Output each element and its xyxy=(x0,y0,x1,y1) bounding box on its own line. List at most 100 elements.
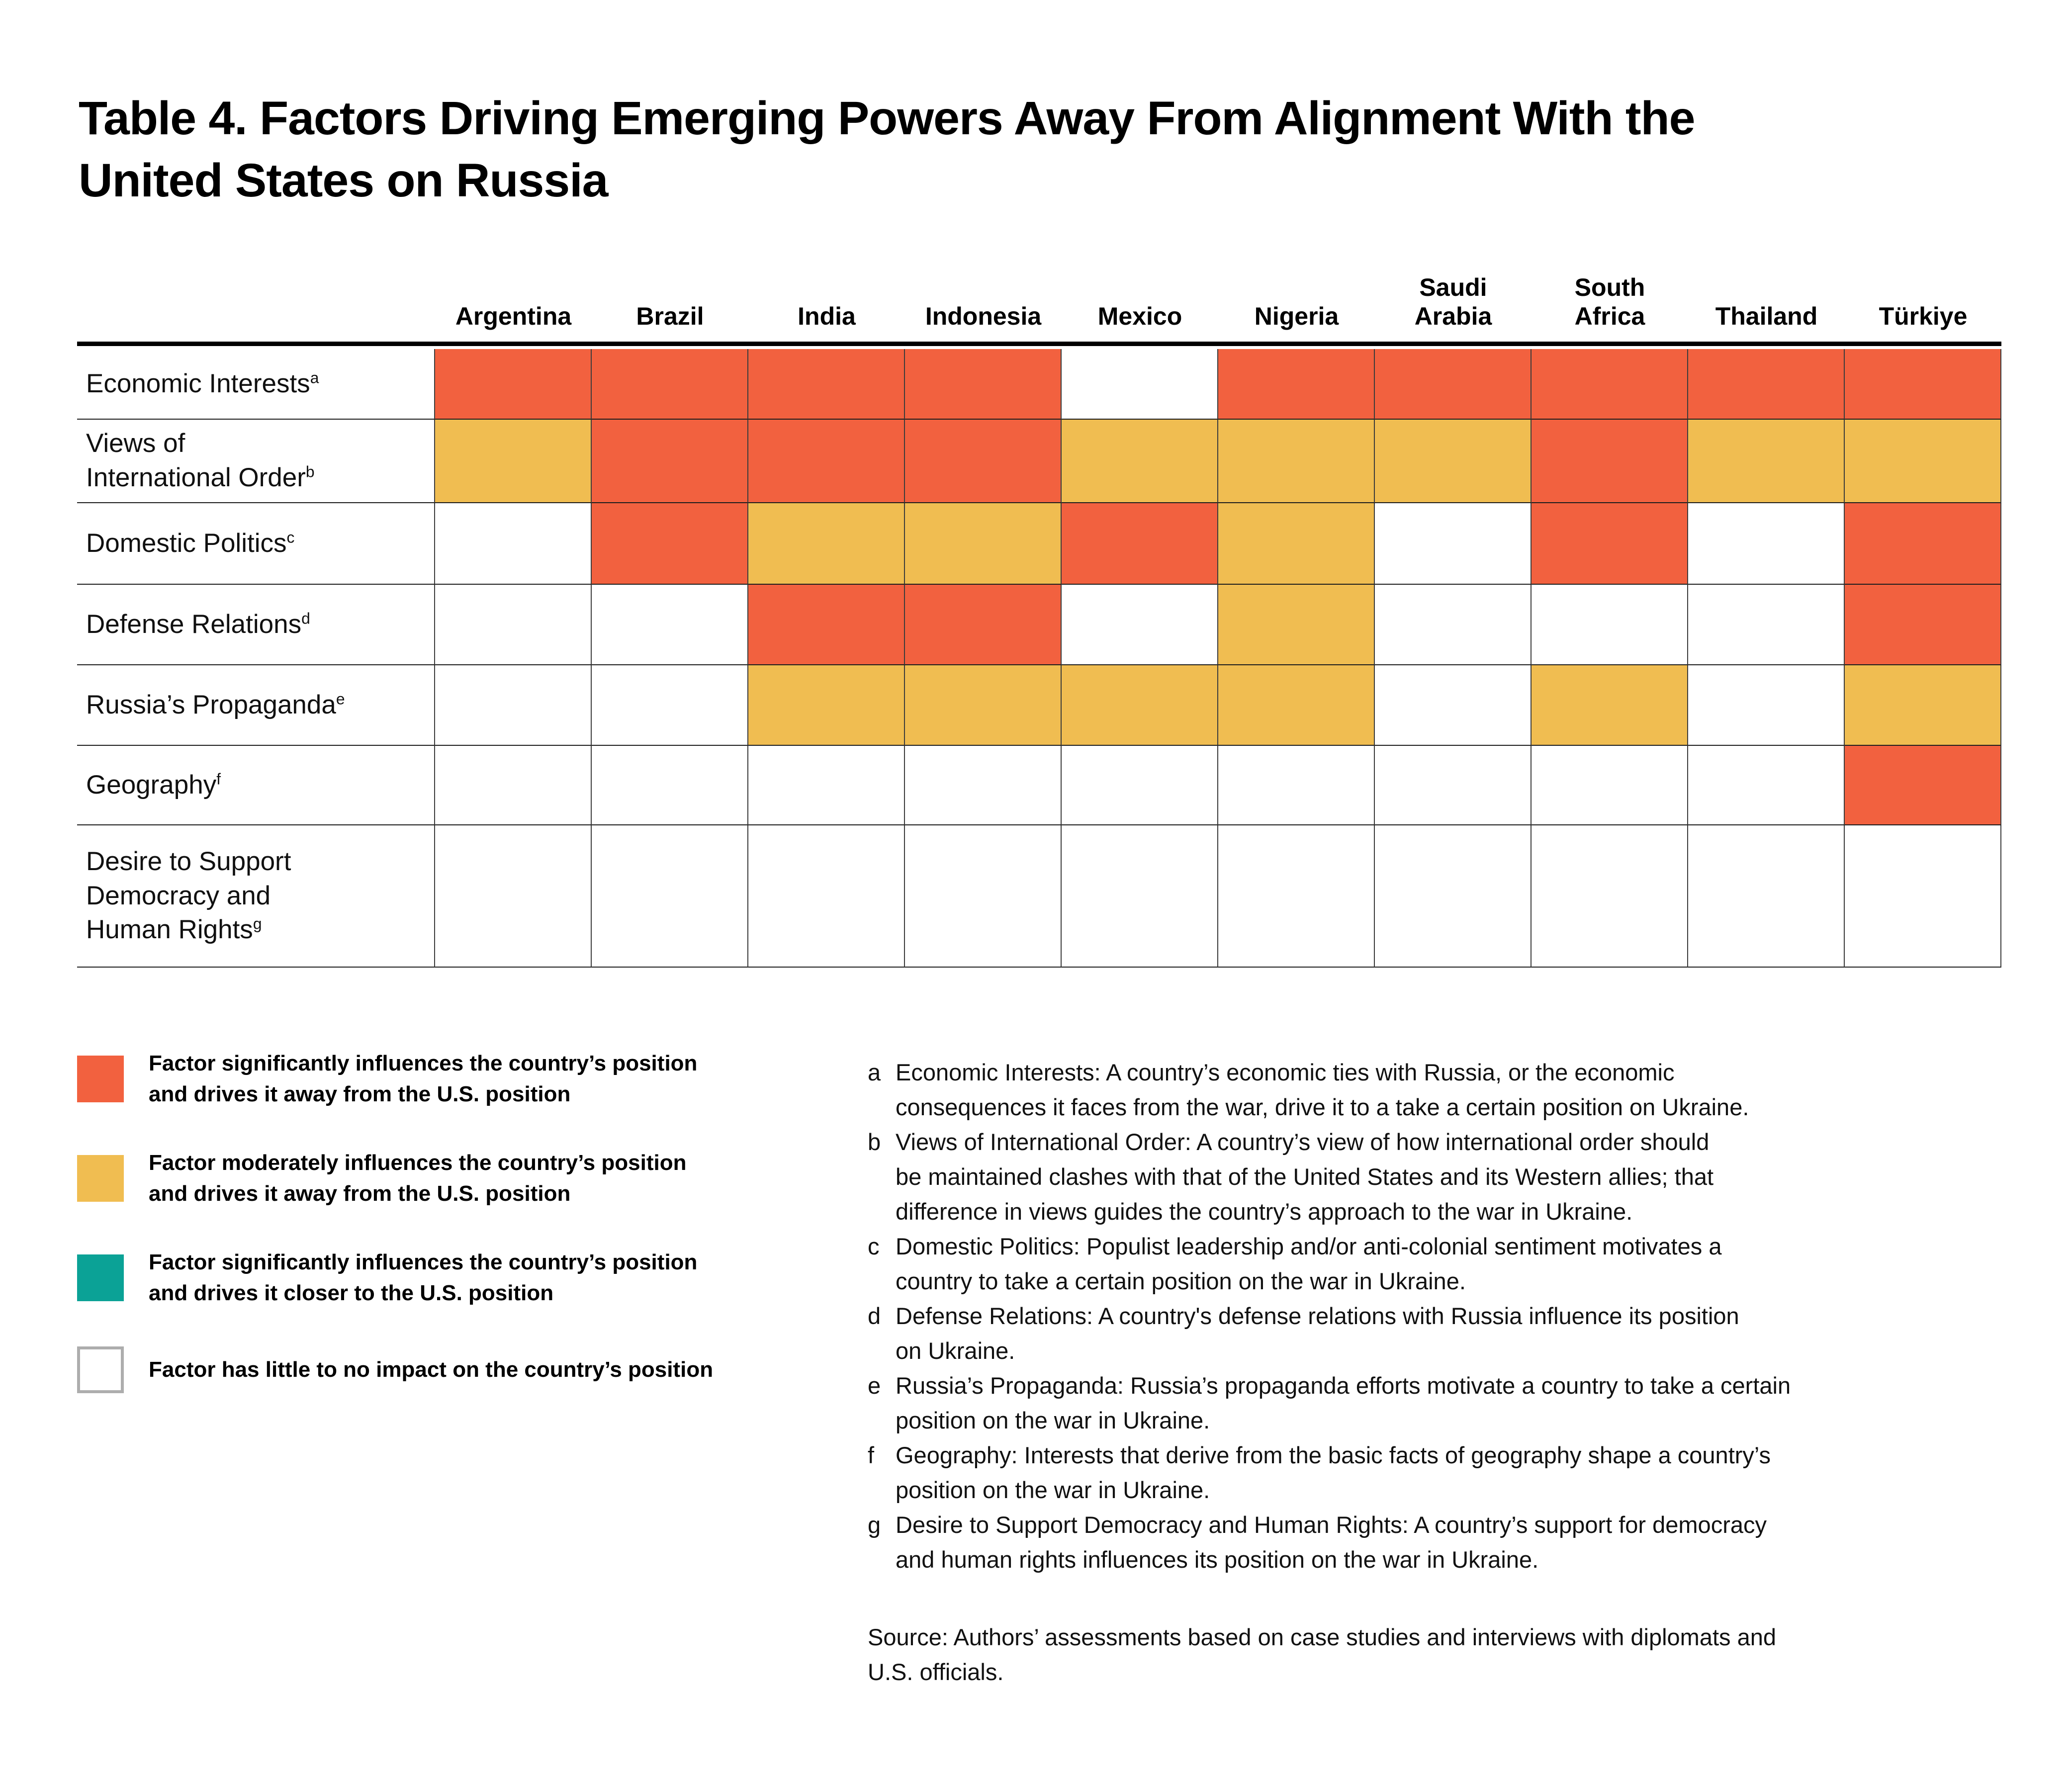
footnote-ref: b xyxy=(305,462,315,481)
factor-label-text: Russia’s Propagandae xyxy=(86,689,345,719)
source-note: Source: Authors’ assessments based on ca… xyxy=(868,1624,1777,1685)
legend-label: Factor significantly influences the coun… xyxy=(149,1249,698,1306)
table-header-row: Argentina Brazil India Indonesia Mexico Niger… xyxy=(77,251,2001,346)
footnote-text: Domestic Politics: Populist leadership a… xyxy=(896,1233,1722,1294)
footnote-text: Defense Relations: A country's defense r… xyxy=(896,1303,1739,1364)
column-header-brazil: Brazil xyxy=(636,302,704,330)
factor-label-text: Views of International Orderb xyxy=(86,429,315,492)
footnote-marker: c xyxy=(868,1233,880,1259)
matrix-cell xyxy=(1688,503,1845,585)
matrix-cell xyxy=(905,503,1062,585)
matrix-cell xyxy=(1375,585,1531,665)
matrix-cell xyxy=(1688,665,1845,746)
matrix-cell xyxy=(1688,746,1845,825)
matrix-cell xyxy=(748,825,905,968)
matrix-cell xyxy=(1531,349,1688,420)
column-header-indonesia: Indonesia xyxy=(925,302,1042,330)
matrix-cell xyxy=(1531,665,1688,746)
matrix-cell xyxy=(1845,746,2001,825)
column-header-india: India xyxy=(798,302,856,330)
matrix-cell xyxy=(435,420,592,503)
factor-label-text: Defense Relationsd xyxy=(86,609,310,639)
footnote-item-b: b Views of International Order: A country… xyxy=(868,1125,2011,1229)
footnote-ref: d xyxy=(301,609,310,627)
legend-label: Factor has little to no impact on the co… xyxy=(149,1357,714,1382)
matrix-cell xyxy=(1531,585,1688,665)
footnote-item-f: f Geography: Interests that derive from t… xyxy=(868,1438,2011,1508)
footnote-text: Russia’s Propaganda: Russia’s propaganda… xyxy=(896,1372,1791,1433)
matrix-cell xyxy=(1375,349,1531,420)
matrix-cell xyxy=(905,349,1062,420)
matrix-cell xyxy=(592,665,748,746)
matrix-cell xyxy=(905,585,1062,665)
footnote-list: a Economic Interests: A country’s economi… xyxy=(868,1055,2011,1577)
factor-label-text: Geographyf xyxy=(86,769,221,800)
matrix-cell xyxy=(1531,503,1688,585)
matrix-cell xyxy=(1375,825,1531,968)
column-header-mexico: Mexico xyxy=(1097,302,1182,330)
legend-item-significant-away: Factor significantly influences the coun… xyxy=(77,1048,838,1110)
factor-label-text: Domestic Politicsc xyxy=(86,528,295,558)
factor-row-label: Russia’s Propagandae xyxy=(77,665,435,746)
column-header-saudi-arabia: Saudi Arabia xyxy=(1414,273,1492,330)
table-body: Economic Interestsa Views of Internationa… xyxy=(77,349,2001,968)
matrix-cell xyxy=(1375,420,1531,503)
footnote-ref: a xyxy=(310,368,319,386)
matrix-cell xyxy=(435,746,592,825)
matrix-cell xyxy=(592,585,748,665)
matrix-cell xyxy=(1218,349,1375,420)
matrix-cell xyxy=(1375,665,1531,746)
factor-label-text: Economic Interestsa xyxy=(86,368,319,398)
matrix-cell xyxy=(1218,746,1375,825)
matrix-cell xyxy=(1062,420,1218,503)
matrix-cell xyxy=(1688,349,1845,420)
footnote-marker: g xyxy=(868,1512,881,1538)
footnote-marker: e xyxy=(868,1372,881,1399)
legend-label: Factor moderately influences the country… xyxy=(149,1150,687,1206)
factor-row-label: Domestic Politicsc xyxy=(77,503,435,585)
column-header-türkiye: Türkiye xyxy=(1879,302,1968,330)
footnote-ref: f xyxy=(216,769,221,788)
footnote-ref: c xyxy=(286,528,295,546)
matrix-cell xyxy=(1062,746,1218,825)
matrix-cell xyxy=(1062,585,1218,665)
legend: Factor significantly influences the coun… xyxy=(77,1048,838,1430)
matrix-cell xyxy=(435,503,592,585)
footnotes: a Economic Interests: A country’s economi… xyxy=(868,1055,2011,1690)
matrix-cell xyxy=(1688,585,1845,665)
matrix-cell xyxy=(592,825,748,968)
matrix-cell xyxy=(1688,420,1845,503)
footnote-text: Desire to Support Democracy and Human Ri… xyxy=(896,1512,1767,1573)
footnote-marker: d xyxy=(868,1303,881,1329)
factor-label-text: Desire to Support Democracy and Human Ri… xyxy=(86,846,291,945)
matrix-cell xyxy=(1845,349,2001,420)
matrix-cell xyxy=(748,585,905,665)
matrix-cell xyxy=(1062,665,1218,746)
column-header-nigeria: Nigeria xyxy=(1254,302,1339,330)
legend-swatch-significant-closer xyxy=(77,1254,124,1302)
matrix-cell xyxy=(435,825,592,968)
matrix-cell xyxy=(435,585,592,665)
matrix-cell xyxy=(905,420,1062,503)
legend-item-no-impact: Factor has little to no impact on the co… xyxy=(77,1346,838,1393)
matrix-cell xyxy=(1531,420,1688,503)
column-header-thailand: Thailand xyxy=(1715,302,1818,330)
matrix-cell xyxy=(1062,349,1218,420)
footnote-marker: a xyxy=(868,1059,881,1085)
matrix-cell xyxy=(1531,825,1688,968)
matrix-cell xyxy=(1845,420,2001,503)
matrix-cell xyxy=(1062,503,1218,585)
footnote-text: Geography: Interests that derive from th… xyxy=(896,1442,1771,1503)
matrix-cell xyxy=(905,746,1062,825)
header-spacer xyxy=(77,251,435,342)
matrix-cell xyxy=(748,665,905,746)
footnote-item-a: a Economic Interests: A country’s economi… xyxy=(868,1055,2011,1125)
footnote-text: Views of International Order: A country’… xyxy=(896,1129,1714,1225)
column-header-argentina: Argentina xyxy=(455,302,572,330)
footnote-ref: g xyxy=(253,914,262,933)
matrix-cell xyxy=(1062,825,1218,968)
factor-row-label: Geographyf xyxy=(77,746,435,825)
matrix-cell xyxy=(1218,585,1375,665)
matrix-cell xyxy=(1218,665,1375,746)
